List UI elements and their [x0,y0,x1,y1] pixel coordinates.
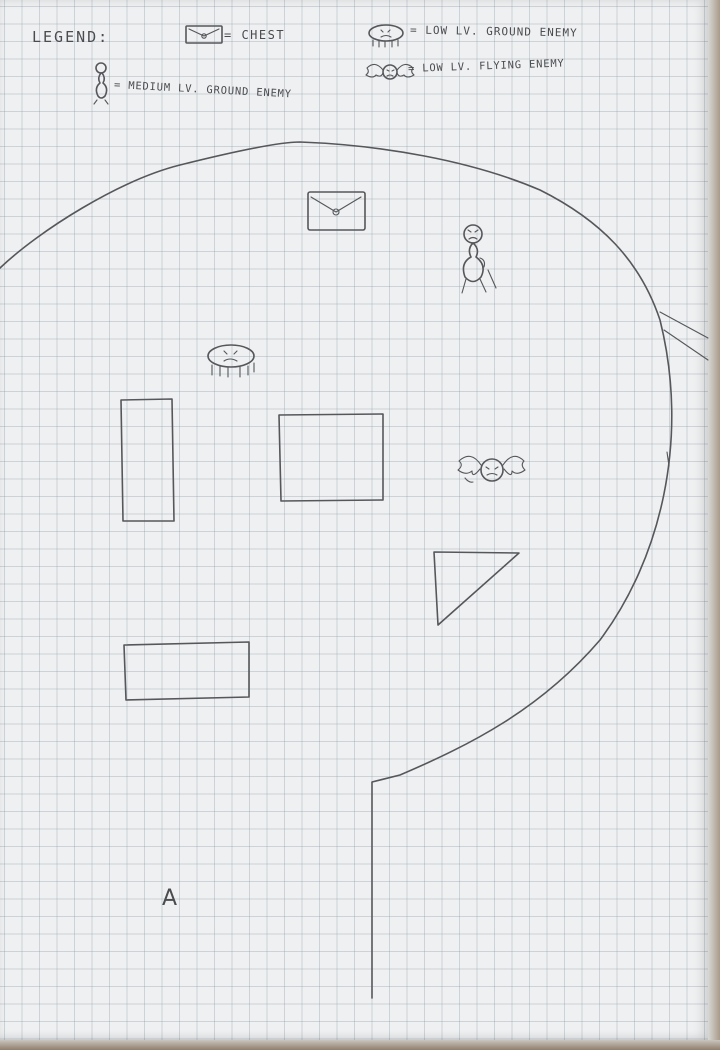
obstacle-central-square [278,413,384,502]
map-low-flying-enemy-icon [457,455,526,483]
map-point-label: A [162,886,178,911]
exit-passage-line-lower [663,329,709,361]
notebook-edge-bottom [0,1040,720,1050]
legend-chest-icon [185,25,223,44]
obstacle-vertical-pillar [120,398,175,522]
legend-low-ground-enemy-icon [368,24,404,48]
map-medium-ground-enemy-icon [461,224,497,294]
legend-chest-label: = CHEST [224,28,286,42]
map-chest-icon [307,191,366,231]
exit-passage-line-upper [659,311,709,339]
arena-boundary-line [0,141,673,999]
legend-low-ground-enemy-label: = LOW LV. GROUND ENEMY [409,23,578,40]
graph-paper-sheet [0,0,708,1040]
exit-passage-cap [666,451,670,467]
obstacle-triangle-ramp [433,551,520,626]
legend-medium-ground-enemy-icon [93,62,109,105]
obstacle-low-platform [123,641,250,701]
legend-low-flying-enemy-icon [365,63,415,80]
legend-title: LEGEND: [32,28,110,46]
map-low-ground-enemy-icon [207,344,255,378]
notebook-edge-right [708,0,720,1050]
